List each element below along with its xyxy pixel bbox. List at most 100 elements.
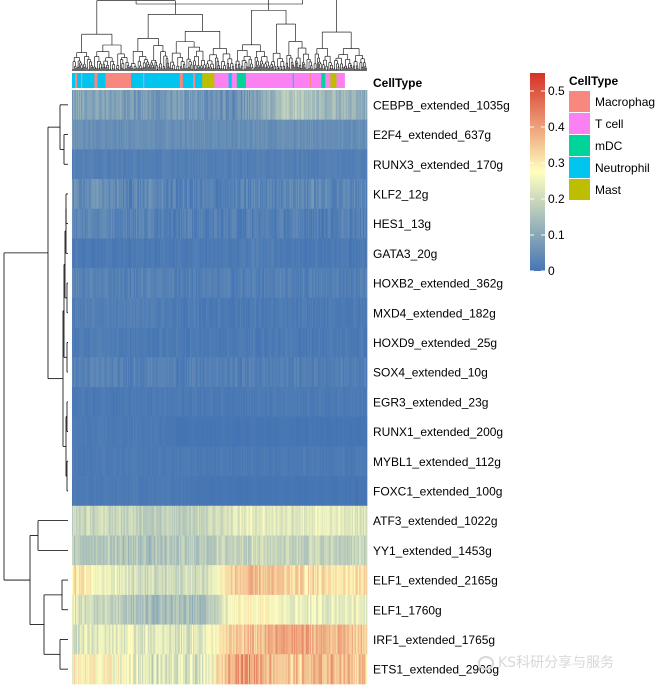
heatmap-cell (116, 357, 119, 388)
heatmap-cell (120, 238, 123, 269)
heatmap-cell (205, 90, 207, 120)
heatmap-cell (277, 327, 279, 358)
heatmap-cell (339, 476, 341, 507)
heatmap-cell (144, 119, 146, 150)
heatmap-cell (264, 297, 266, 328)
heatmap-cell (101, 476, 103, 507)
heatmap-cell (148, 446, 150, 477)
heatmap-cell (326, 476, 328, 507)
heatmap-cell (283, 268, 285, 299)
heatmap-cell (144, 297, 146, 328)
heatmap-cell (214, 446, 216, 477)
heatmap-cell (351, 268, 354, 299)
heatmap-cell (150, 327, 152, 358)
heatmap-cell (136, 357, 138, 388)
heatmap-cell (116, 119, 119, 150)
heatmap-cell (90, 179, 92, 210)
heatmap-cell (325, 208, 327, 239)
heatmap-cell (269, 208, 271, 239)
heatmap-cell (132, 357, 134, 388)
heatmap-cell (246, 238, 249, 269)
heatmap-cell (205, 446, 207, 477)
heatmap-cell (185, 446, 188, 477)
heatmap-cell (245, 476, 248, 507)
heatmap-cell (290, 327, 293, 358)
heatmap-cell (197, 208, 199, 239)
heatmap-cell (147, 357, 149, 388)
heatmap-cell (274, 119, 276, 150)
heatmap-cell (198, 476, 200, 507)
heatmap-cell (231, 268, 234, 299)
heatmap-cell (88, 297, 90, 328)
heatmap-cell (270, 268, 272, 299)
heatmap-cell (342, 238, 344, 269)
heatmap-cell (239, 297, 242, 328)
heatmap-cell (180, 208, 183, 239)
heatmap-cell (162, 416, 164, 447)
heatmap-cell (293, 179, 296, 210)
heatmap-cell (353, 416, 356, 447)
heatmap-cell (304, 238, 307, 269)
heatmap-cell (119, 268, 122, 299)
heatmap-cell (175, 446, 178, 477)
heatmap-cell (190, 90, 192, 120)
heatmap-cell (81, 416, 83, 447)
heatmap-cell (120, 268, 123, 299)
heatmap-cell (104, 119, 106, 150)
heatmap-cell (75, 387, 77, 417)
heatmap-cell (82, 297, 84, 328)
heatmap-cell (238, 268, 241, 299)
heatmap-cell (194, 357, 196, 388)
heatmap-cell (136, 208, 138, 239)
heatmap-cell (144, 357, 146, 388)
heatmap-cell (83, 238, 85, 269)
heatmap-cell (352, 119, 355, 150)
heatmap-cell (102, 297, 104, 328)
heatmap-cell (353, 119, 356, 150)
heatmap-cell (79, 357, 81, 388)
heatmap-cell (96, 446, 98, 477)
heatmap-cell (253, 357, 255, 388)
heatmap-cell (181, 149, 184, 180)
heatmap-cell (313, 149, 315, 180)
heatmap-cell (109, 327, 112, 358)
heatmap-cell (162, 208, 164, 239)
heatmap-cell (92, 505, 94, 536)
heatmap-cell (219, 268, 221, 299)
heatmap-cell (105, 357, 107, 388)
heatmap-cell (236, 297, 239, 328)
heatmap-cell (323, 297, 325, 328)
heatmap-cell (85, 327, 87, 358)
heatmap-cell (124, 446, 127, 477)
heatmap-cell (90, 416, 92, 447)
heatmap-cell (116, 297, 119, 328)
heatmap-cell (75, 357, 77, 388)
heatmap-cell (176, 327, 179, 358)
heatmap-cell (77, 179, 79, 210)
heatmap-cell (323, 416, 325, 447)
heatmap-cell (242, 208, 245, 239)
heatmap-cell (149, 387, 151, 417)
heatmap-cell (125, 327, 128, 358)
heatmap-cell (196, 357, 198, 388)
heatmap-cell (139, 149, 141, 180)
heatmap-cell (326, 357, 328, 388)
heatmap-cell (72, 387, 74, 417)
heatmap-cell (261, 387, 263, 417)
heatmap-cell (114, 327, 117, 358)
heatmap-cell (297, 357, 300, 388)
heatmap-cell (319, 387, 321, 417)
heatmap-cell (165, 297, 167, 328)
heatmap-cell (142, 327, 144, 358)
heatmap-cell (301, 90, 304, 120)
heatmap-cell (310, 387, 312, 417)
heatmap-cell (218, 446, 220, 477)
heatmap-cell (280, 119, 282, 150)
heatmap-cell (323, 179, 325, 210)
heatmap-cell (78, 149, 80, 180)
heatmap-cell (325, 238, 327, 269)
heatmap-cell (137, 416, 139, 447)
heatmap-cell (80, 297, 82, 328)
heatmap-cell (271, 327, 273, 358)
heatmap-cell (277, 268, 279, 299)
